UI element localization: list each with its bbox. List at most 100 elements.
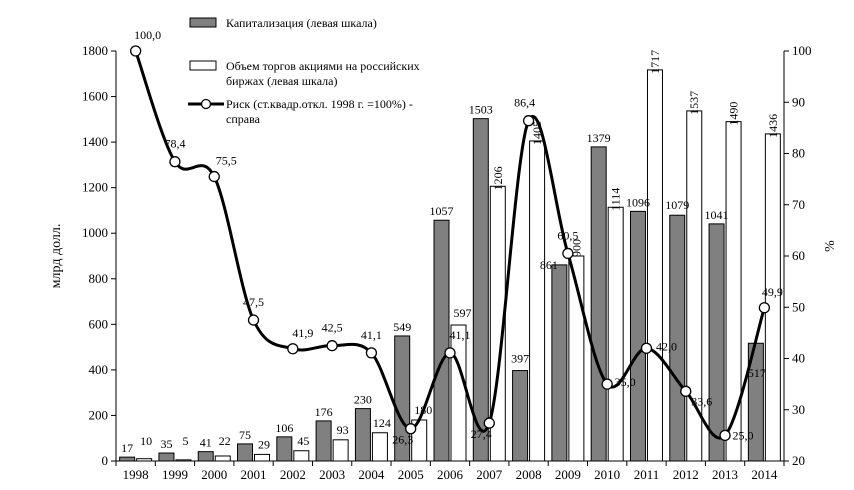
- x-tick-label: 2004: [358, 467, 385, 482]
- bar-label-trading-volume: 597: [454, 306, 472, 320]
- risk-point: [365, 347, 378, 359]
- legend-swatch-capitalization: [189, 17, 217, 28]
- bar-capitalization: [551, 264, 568, 462]
- bar-trading-volume: [175, 459, 192, 462]
- bar-label-trading-volume: 93: [337, 423, 349, 437]
- risk-point: [483, 417, 495, 429]
- bar-label-capitalization: 861: [540, 258, 558, 272]
- x-tick-label: 2009: [555, 467, 581, 482]
- legend-label-trading-volume: Объем торгов акциями на российских биржах…: [226, 59, 420, 88]
- bar-capitalization: [197, 451, 214, 462]
- bar-trading-volume: [764, 133, 781, 462]
- y-left-tick-label: 800: [89, 271, 109, 286]
- bar-label-capitalization: 176: [315, 405, 333, 419]
- bar-label-trading-volume: 5: [182, 434, 188, 448]
- bar-trading-volume: [450, 324, 467, 462]
- risk-point: [247, 314, 260, 326]
- bar-capitalization: [315, 420, 332, 462]
- bar-label-capitalization: 17: [121, 441, 133, 455]
- risk-line-layer: [129, 45, 771, 442]
- y-right-tick-label: 80: [792, 146, 805, 161]
- bar-trading-volume: [725, 121, 742, 462]
- x-tick-label: 2007: [476, 467, 503, 482]
- risk-label: 49,9: [762, 285, 783, 299]
- legend-label-line: справа: [226, 112, 261, 126]
- risk-label: 26,3: [392, 433, 413, 447]
- bar-label-capitalization: 1057: [430, 204, 454, 218]
- risk-point: [326, 340, 338, 352]
- risk-label: 33,6: [691, 394, 712, 408]
- risk-point: [405, 423, 417, 435]
- bar-label-trading-volume: 1490: [727, 102, 741, 126]
- y-right-tick-label: 90: [792, 94, 805, 109]
- y-right-tick-label: 20: [792, 453, 805, 468]
- bar-label-capitalization: 35: [160, 437, 172, 451]
- bar-capitalization: [276, 436, 293, 462]
- x-tick-label: 2002: [280, 467, 306, 482]
- risk-label: 75,5: [216, 154, 237, 168]
- x-tick-label: 2010: [594, 467, 620, 482]
- bar-capitalization: [669, 214, 686, 462]
- legend-label-line: Объем торгов акциями на российских: [226, 59, 420, 73]
- y-left-tick-label: 1200: [82, 180, 108, 195]
- legend-label-risk: Риск (ст.квадр.откл. 1998 г. =100%) -спр…: [226, 97, 413, 126]
- bar-label-trading-volume: 1717: [648, 50, 662, 74]
- y-right-tick-label: 30: [792, 402, 805, 417]
- bar-trading-volume: [568, 255, 585, 462]
- bar-label-trading-volume: 1405: [530, 121, 544, 145]
- x-tick-label: 2013: [712, 467, 738, 482]
- bar-capitalization: [590, 146, 607, 462]
- bar-capitalization: [629, 210, 646, 462]
- y-left-tick-label: 1000: [82, 225, 108, 240]
- x-tick-label: 2012: [673, 467, 699, 482]
- risk-point: [601, 378, 613, 390]
- y-left-tick-label: 600: [89, 316, 109, 331]
- bar-label-capitalization: 230: [354, 393, 372, 407]
- y-right-tick-label: 50: [792, 299, 805, 314]
- bar-label-capitalization: 1503: [469, 103, 493, 117]
- bar-label-trading-volume: 45: [297, 434, 309, 448]
- bar-label-trading-volume: 1114: [609, 188, 623, 211]
- bar-label-trading-volume: 22: [219, 434, 231, 448]
- bar-label-trading-volume: 29: [258, 437, 270, 451]
- risk-label: 47,5: [243, 295, 264, 309]
- bar-label-trading-volume: 1537: [687, 91, 701, 115]
- y-left-tick-label: 0: [102, 453, 109, 468]
- risk-point: [287, 343, 299, 355]
- risk-point: [680, 385, 692, 397]
- bar-label-capitalization: 1079: [665, 198, 689, 212]
- y-left-tick-label: 1600: [82, 89, 108, 104]
- x-tick-label: 2003: [319, 467, 345, 482]
- bar-label-trading-volume: 1206: [491, 166, 505, 190]
- risk-point: [522, 115, 535, 127]
- bar-capitalization: [237, 443, 254, 462]
- bar-capitalization: [708, 223, 725, 462]
- risk-label: 42,5: [322, 321, 343, 335]
- bars: [119, 69, 781, 462]
- bar-trading-volume: [371, 432, 388, 462]
- risk-point: [208, 170, 220, 183]
- risk-label: 100,0: [134, 28, 161, 42]
- bar-label-trading-volume: 1436: [766, 114, 780, 138]
- x-tick-label: 2005: [398, 467, 424, 482]
- x-tick-label: 2011: [634, 467, 660, 482]
- bar-trading-volume: [332, 439, 349, 462]
- bar-capitalization: [472, 118, 489, 462]
- bar-trading-volume: [607, 206, 624, 462]
- bar-capitalization: [119, 456, 136, 462]
- risk-label: 27,4: [471, 427, 492, 441]
- bar-trading-volume: [293, 450, 310, 462]
- risk-point: [562, 247, 574, 260]
- x-tick-label: 2000: [201, 467, 227, 482]
- risk-label: 35,0: [615, 375, 636, 389]
- risk-label: 42,0: [656, 339, 677, 353]
- bar-label-capitalization: 106: [275, 421, 293, 435]
- y-right-tick-label: 60: [792, 248, 805, 263]
- bar-label-capitalization: 549: [393, 320, 411, 334]
- bar-capitalization: [512, 370, 529, 462]
- legend-label-line: Риск (ст.квадр.откл. 1998 г. =100%) -: [226, 97, 413, 111]
- risk-point: [719, 429, 731, 442]
- bar-trading-volume: [136, 458, 153, 462]
- axes: 0 200 400 600 800 1000 1200 1400 1600 1800 20 30 40 5…: [82, 43, 812, 482]
